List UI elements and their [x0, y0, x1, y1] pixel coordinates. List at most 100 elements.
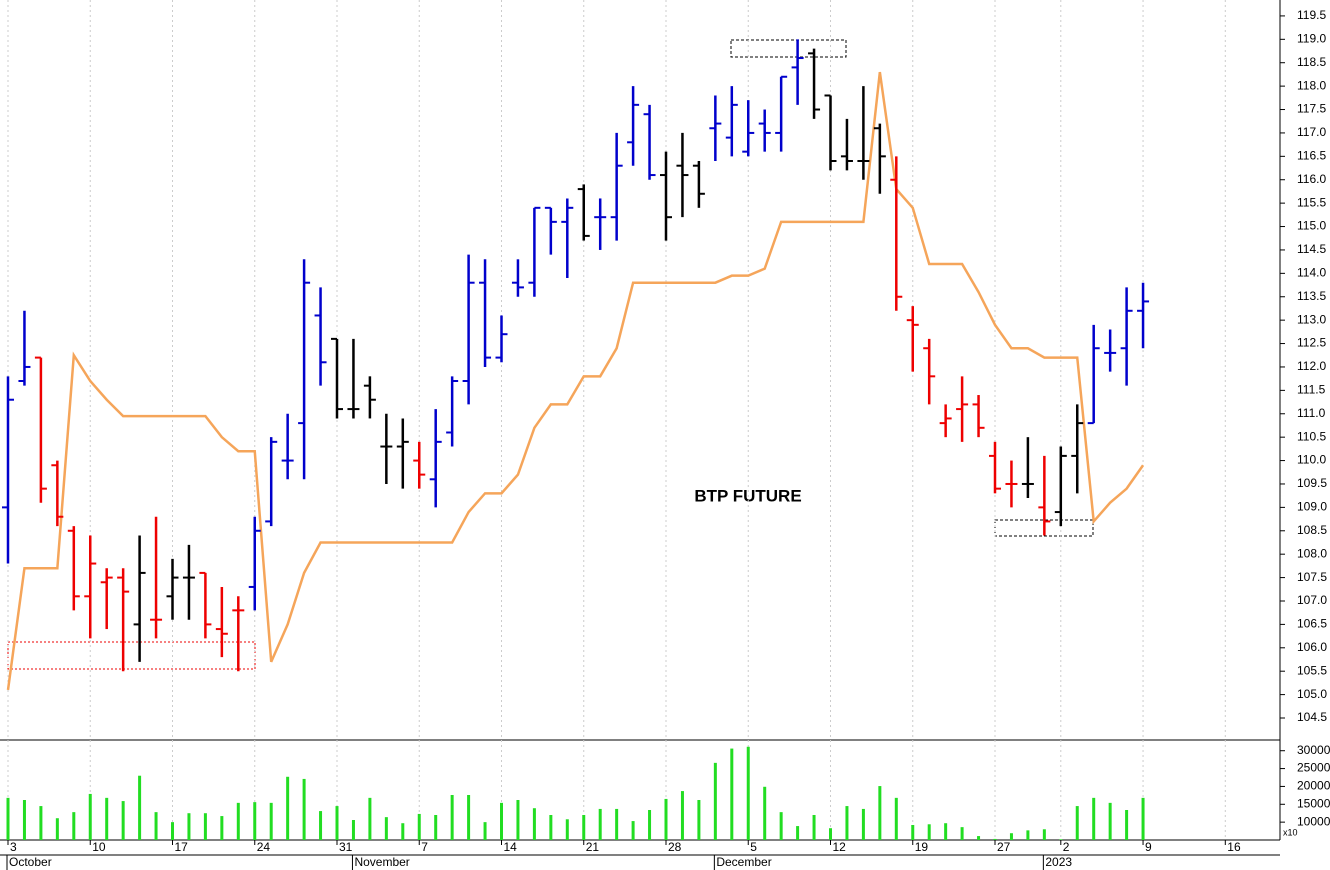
unit-label: x10 [1283, 827, 1298, 837]
y-tick-label: 30000 [1297, 743, 1330, 757]
highlight-box [994, 519, 1094, 537]
volume-bar [631, 821, 635, 840]
y-tick-label: 112.0 [1297, 359, 1326, 373]
volume-bar [944, 823, 948, 840]
y-tick-label: 115.5 [1297, 195, 1326, 209]
volume-bar [779, 812, 783, 840]
volume-bar [911, 825, 915, 840]
volume-bar [72, 812, 76, 840]
volume-bar [368, 797, 372, 840]
y-tick-label: 111.0 [1297, 406, 1326, 420]
volume-bar [927, 824, 931, 840]
x-tick-label: 2 [1063, 840, 1070, 854]
indicator-line [6, 71, 1145, 691]
volume-bar [171, 822, 174, 840]
x-tick-label: 21 [586, 840, 600, 854]
volume-bar [730, 748, 734, 840]
volume-bar [861, 808, 865, 840]
volume-bar [1141, 797, 1145, 840]
x-tick-label: 3 [10, 840, 17, 854]
y-tick-label: 113.0 [1297, 312, 1326, 326]
month-label: November [354, 855, 409, 869]
x-tick-label: 27 [997, 840, 1011, 854]
volume-bar [121, 801, 125, 840]
volume-bar [105, 797, 109, 840]
y-tick-label: 110.0 [1297, 453, 1326, 467]
y-tick-label: 107.5 [1297, 570, 1327, 584]
volume-bar [467, 795, 471, 840]
y-tick-label: 10000 [1297, 814, 1330, 828]
volume-bar [319, 811, 323, 840]
x-tick-label: 24 [257, 840, 271, 854]
volume-bar [746, 746, 750, 840]
volume-bar [960, 827, 964, 840]
y-tick-label: 113.5 [1297, 289, 1326, 303]
volume-bar [993, 838, 997, 840]
volume-bar [829, 828, 832, 840]
y-tick-label: 105.0 [1297, 687, 1327, 701]
volume-bar [1125, 810, 1129, 840]
y-tick-label: 110.5 [1297, 429, 1326, 443]
y-tick-label: 114.0 [1297, 266, 1326, 280]
highlight-box [730, 39, 847, 58]
x-tick-label: 9 [1145, 840, 1152, 854]
volume-bar [500, 802, 503, 840]
volume-bar [664, 798, 668, 840]
y-tick-label: 105.5 [1297, 663, 1327, 677]
volume-bar [1092, 797, 1096, 840]
x-tick-label: 10 [92, 840, 106, 854]
y-tick-label: 25000 [1297, 761, 1330, 775]
x-tick-label: 12 [833, 840, 847, 854]
volume-bar [434, 815, 438, 840]
y-tick-label: 20000 [1297, 779, 1330, 793]
y-tick-label: 109.5 [1297, 476, 1327, 490]
x-tick-label: 16 [1227, 840, 1241, 854]
volume-bar [39, 806, 43, 840]
volume-bar [582, 815, 586, 840]
volume-bar [697, 800, 701, 840]
x-tick-label: 19 [915, 840, 929, 854]
y-tick-label: 119.0 [1297, 31, 1326, 45]
volume-bar [286, 776, 290, 840]
x-tick-label: 14 [504, 840, 518, 854]
volume-bar [236, 802, 240, 840]
volume-bar [763, 786, 767, 840]
month-label: 2023 [1045, 855, 1072, 869]
volume-bar [977, 836, 981, 840]
volume-bar [532, 808, 536, 840]
y-tick-label: 117.5 [1297, 102, 1326, 116]
y-tick-label: 112.5 [1297, 336, 1326, 350]
volume-bar [203, 813, 207, 840]
volume-bar [1026, 830, 1030, 840]
volume-bar [812, 815, 816, 840]
volume-bar [1075, 806, 1079, 840]
y-tick-label: 108.5 [1297, 523, 1327, 537]
y-tick-label: 111.5 [1297, 383, 1326, 397]
volume-bar [384, 817, 388, 840]
y-tick-label: 116.0 [1297, 172, 1326, 186]
volume-bar [22, 800, 26, 840]
volume-bar [417, 813, 421, 840]
volume-bar [6, 797, 10, 840]
volume-bar [351, 820, 355, 840]
y-tick-label: 119.5 [1297, 8, 1326, 22]
volume-bar [894, 797, 898, 840]
x-tick-label: 5 [750, 840, 757, 854]
volume-bar [220, 816, 224, 840]
y-tick-label: 104.5 [1297, 710, 1327, 724]
volume-bar [1009, 833, 1013, 840]
y-tick-label: 116.5 [1297, 149, 1326, 163]
volume-bar [269, 802, 273, 840]
y-tick-label: 114.5 [1297, 242, 1326, 256]
volume-bar [1108, 802, 1112, 840]
volume-bar [796, 826, 800, 840]
volume-bar [845, 806, 849, 840]
volume-bar [187, 813, 191, 840]
volume-bar [483, 822, 487, 840]
volume-bar [55, 818, 59, 840]
x-tick-label: 28 [668, 840, 682, 854]
y-tick-label: 118.5 [1297, 55, 1326, 69]
x-tick-label: 31 [339, 840, 353, 854]
y-tick-label: 117.0 [1297, 125, 1326, 139]
